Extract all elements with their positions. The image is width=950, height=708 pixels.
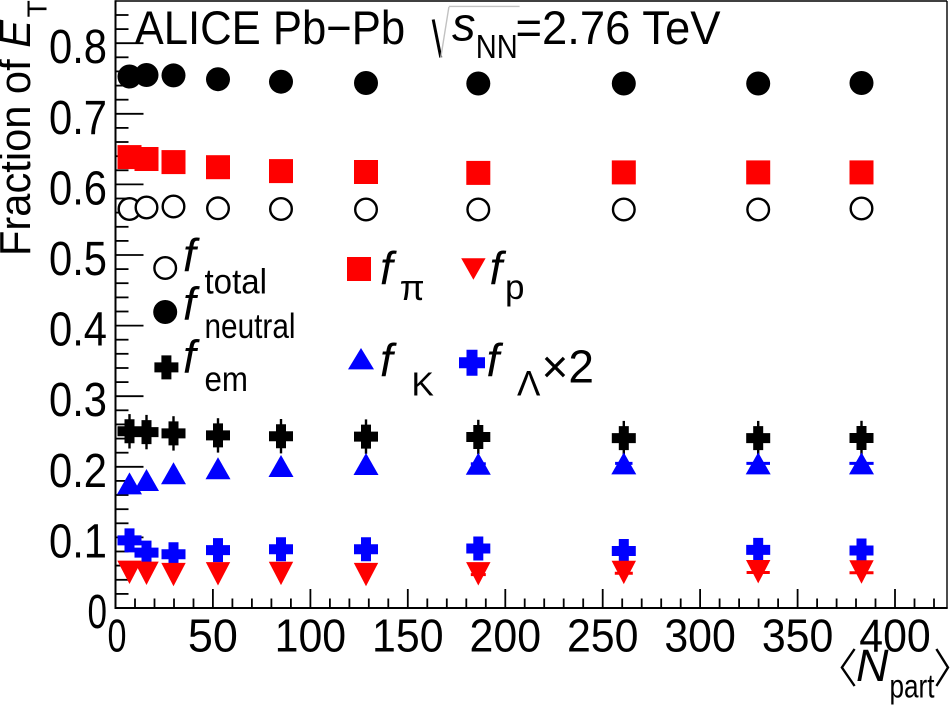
svg-text:150: 150 <box>372 610 444 662</box>
svg-text:K: K <box>412 367 434 404</box>
svg-text:300: 300 <box>664 610 736 662</box>
svg-text:0.3: 0.3 <box>49 374 107 427</box>
svg-text:50: 50 <box>188 610 238 662</box>
svg-text:f: f <box>490 242 507 294</box>
svg-text:Fraction of E: Fraction of E <box>0 19 40 256</box>
svg-text:f: f <box>487 334 504 386</box>
svg-text:f: f <box>380 334 397 386</box>
svg-text:200: 200 <box>470 610 542 662</box>
svg-text:p: p <box>505 268 524 307</box>
svg-text:em: em <box>205 360 249 399</box>
svg-text:f: f <box>183 278 200 330</box>
svg-text:=2.76 TeV: =2.76 TeV <box>516 1 722 54</box>
svg-text:0.7: 0.7 <box>49 92 107 145</box>
svg-text:f: f <box>380 242 397 294</box>
svg-text:250: 250 <box>567 610 639 662</box>
svg-text:f: f <box>183 331 200 383</box>
svg-text:Λ: Λ <box>517 365 541 404</box>
svg-text:T: T <box>22 0 53 17</box>
svg-text:400: 400 <box>859 610 931 662</box>
svg-text:100: 100 <box>275 610 347 662</box>
svg-text:neutral: neutral <box>205 307 296 346</box>
svg-text:0.5: 0.5 <box>49 233 107 286</box>
svg-text:part: part <box>890 668 935 705</box>
svg-text:total: total <box>205 263 268 302</box>
svg-text:ALICE Pb−Pb: ALICE Pb−Pb <box>135 1 406 54</box>
svg-text:0.1: 0.1 <box>49 515 107 568</box>
svg-text:N: N <box>856 640 889 691</box>
svg-text:s: s <box>452 0 476 51</box>
svg-text:0: 0 <box>108 610 127 662</box>
svg-text:0.4: 0.4 <box>49 304 107 357</box>
svg-text:π: π <box>400 267 425 308</box>
svg-text:×2: ×2 <box>542 341 594 393</box>
svg-text:0.2: 0.2 <box>49 445 107 498</box>
svg-text:350: 350 <box>762 610 834 662</box>
svg-text:NN: NN <box>476 28 518 65</box>
svg-text:f: f <box>183 229 200 281</box>
svg-text:0.8: 0.8 <box>49 21 107 74</box>
svg-text:0.6: 0.6 <box>49 162 107 215</box>
svg-text:0: 0 <box>88 586 108 639</box>
